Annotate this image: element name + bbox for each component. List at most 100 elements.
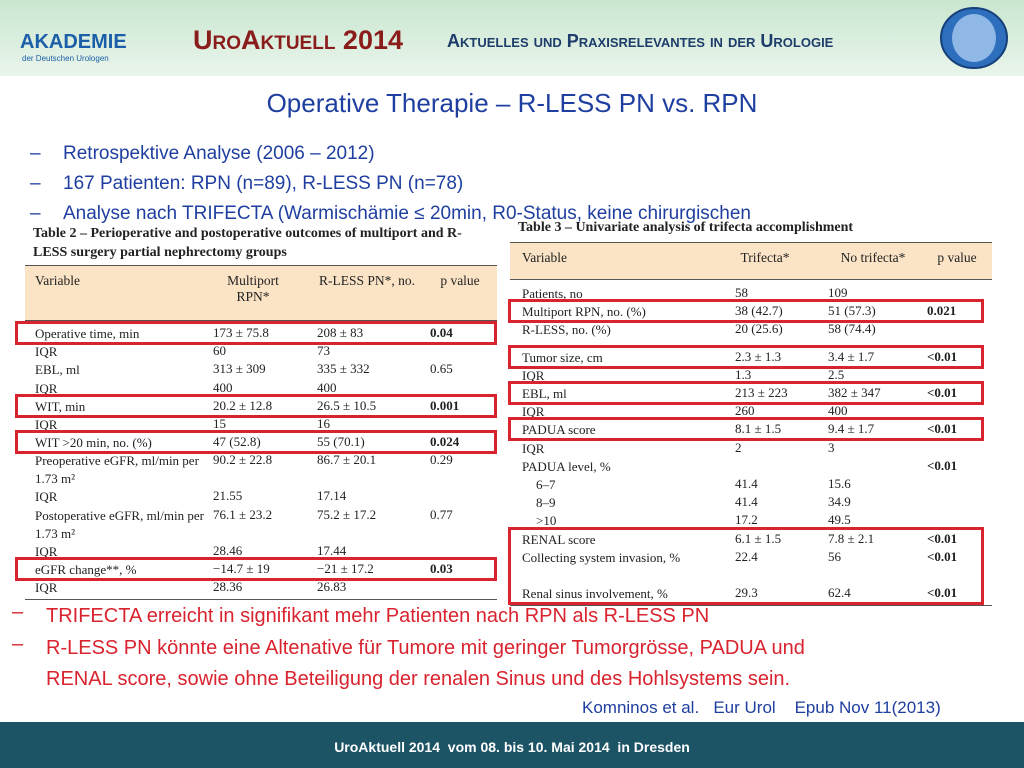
cell-value: 58 xyxy=(735,285,748,300)
cell-value: 15.6 xyxy=(828,476,851,491)
row-variable: IQR xyxy=(35,344,58,360)
highlight-box xyxy=(508,299,984,324)
cell-value: 3 xyxy=(828,439,835,455)
cell-value: 58 (74.4) xyxy=(828,321,876,337)
row-variable: PADUA score xyxy=(522,422,596,438)
p-value: 0.77 xyxy=(430,506,453,522)
cell-value: 76.1 ± 23.2 xyxy=(213,506,273,522)
cell-value: 22.4 xyxy=(735,548,758,564)
cell-value: 90.2 ± 22.8 xyxy=(213,452,273,468)
slide-title: Operative Therapie – R-LESS PN vs. RPN xyxy=(266,88,758,118)
row-variable: Tumor size, cm xyxy=(522,349,603,365)
cell-value: 20.2 ± 12.8 xyxy=(213,397,273,413)
bullet-dash: – xyxy=(30,173,41,194)
p-value: 0.29 xyxy=(430,452,453,468)
highlight-box xyxy=(15,556,497,581)
highlight-box xyxy=(15,393,497,418)
column-header: Variable xyxy=(522,250,567,265)
row-variable: IQR xyxy=(35,580,58,595)
cell-value: 335 ± 332 xyxy=(317,361,370,377)
cell-value: 7.8 ± 2.1 xyxy=(828,530,875,546)
cell-value: 213 ± 223 xyxy=(735,385,788,400)
p-value: 0.001 xyxy=(430,397,460,413)
cell-value: 260 xyxy=(735,403,755,419)
logo-subtitle: der Deutschen Urologen xyxy=(22,54,109,63)
highlight-box xyxy=(15,321,497,345)
row-variable: PADUA level, % xyxy=(522,458,611,474)
cell-value: 28.36 xyxy=(213,579,243,594)
cell-value: 34.9 xyxy=(828,494,851,510)
table3: Table 3 – Univariate analysis of trifect… xyxy=(508,214,992,606)
conclusion: TRIFECTA erreicht in signifikant mehr Pa… xyxy=(46,605,710,627)
cell-value: −21 ± 17.2 xyxy=(317,560,374,576)
row-variable: IQR xyxy=(35,489,58,505)
bullet: Retrospektive Analyse (2006 – 2012) xyxy=(63,143,375,164)
cell-value: 62.4 xyxy=(828,584,851,600)
highlight-box xyxy=(508,344,984,369)
row-variable: EBL, ml xyxy=(35,362,80,378)
row-variable: Renal sinus involvement, % xyxy=(522,585,668,601)
p-value: 0.04 xyxy=(430,325,453,340)
cell-value: 2 xyxy=(735,439,742,455)
highlight-box xyxy=(15,430,497,455)
header-title: UroAktuell 2014 xyxy=(193,25,403,55)
cell-value: −14.7 ± 19 xyxy=(213,560,270,576)
row-variable: IQR xyxy=(522,440,545,456)
logo-title: AKADEMIE xyxy=(20,31,127,53)
row-variable: R-LESS, no. (%) xyxy=(522,322,611,338)
row-variable: RENAL score xyxy=(522,531,596,547)
p-value: <0.01 xyxy=(927,457,958,473)
footer-text: UroAktuell 2014 vom 08. bis 10. Mai 2014… xyxy=(334,739,690,755)
row-variable: 6–7 xyxy=(536,477,556,492)
header-band xyxy=(510,242,992,280)
cell-value: 47 (52.8) xyxy=(213,434,261,450)
cell-value: 60 xyxy=(213,343,226,359)
p-value: 0.03 xyxy=(430,560,453,576)
row-variable: >10 xyxy=(536,513,557,529)
row-variable: Preoperative eGFR, ml/min per 1.73 m² xyxy=(35,453,199,487)
header-band xyxy=(25,265,497,321)
row-variable: IQR xyxy=(35,417,58,432)
cell-value: 9.4 ± 1.7 xyxy=(828,421,875,437)
table-rule xyxy=(510,605,992,606)
cell-value: 51 (57.3) xyxy=(828,303,876,319)
row-variable: Multiport RPN, no. (%) xyxy=(522,304,646,320)
table-caption: Table 2 – Perioperative and postoperativ… xyxy=(33,226,462,260)
cell-value: 73 xyxy=(317,343,330,359)
cell-value: 21.55 xyxy=(213,488,243,504)
cell-value: 17.2 xyxy=(735,512,758,528)
p-value: <0.01 xyxy=(927,548,958,564)
cell-value: 38 (42.7) xyxy=(735,303,783,319)
highlight-box xyxy=(508,381,984,405)
row-variable: IQR xyxy=(522,404,545,420)
highlight-box xyxy=(508,526,984,605)
row-variable: IQR xyxy=(35,543,58,559)
row-variable: Operative time, min xyxy=(35,326,140,341)
cell-value: 208 ± 83 xyxy=(317,325,364,340)
cell-value: 400 xyxy=(828,403,848,419)
cell-value: 400 xyxy=(317,379,337,395)
bullet-dash: – xyxy=(30,143,41,164)
cell-value: 86.7 ± 20.1 xyxy=(317,452,377,468)
cell-value: 28.46 xyxy=(213,542,243,558)
table-caption: Table 3 – Univariate analysis of trifect… xyxy=(518,220,854,235)
row-variable: eGFR change**, % xyxy=(35,561,137,577)
cell-value: 173 ± 75.8 xyxy=(213,325,269,340)
bullet: 167 Patienten: RPN (n=89), R-LESS PN (n=… xyxy=(63,173,464,194)
cell-value: 16 xyxy=(317,416,330,431)
cell-value: 41.4 xyxy=(735,476,758,491)
conclusion: R-LESS PN könnte eine Altenative für Tum… xyxy=(46,637,805,690)
cell-value: 75.2 ± 17.2 xyxy=(317,506,377,522)
row-variable: WIT >20 min, no. (%) xyxy=(35,435,152,451)
header-bar xyxy=(0,0,1024,76)
cell-value: 2.5 xyxy=(828,366,845,382)
row-variable: WIT, min xyxy=(35,398,86,414)
cell-value: 1.3 xyxy=(735,366,752,382)
p-value: <0.01 xyxy=(927,385,958,400)
cell-value: 20 (25.6) xyxy=(735,321,783,337)
header-subtitle: Aktuelles und Praxisrelevantes in der Ur… xyxy=(447,31,834,51)
bullet-dash: – xyxy=(30,203,41,224)
bullet-dash: – xyxy=(12,633,24,655)
column-header: Variable xyxy=(35,273,80,288)
